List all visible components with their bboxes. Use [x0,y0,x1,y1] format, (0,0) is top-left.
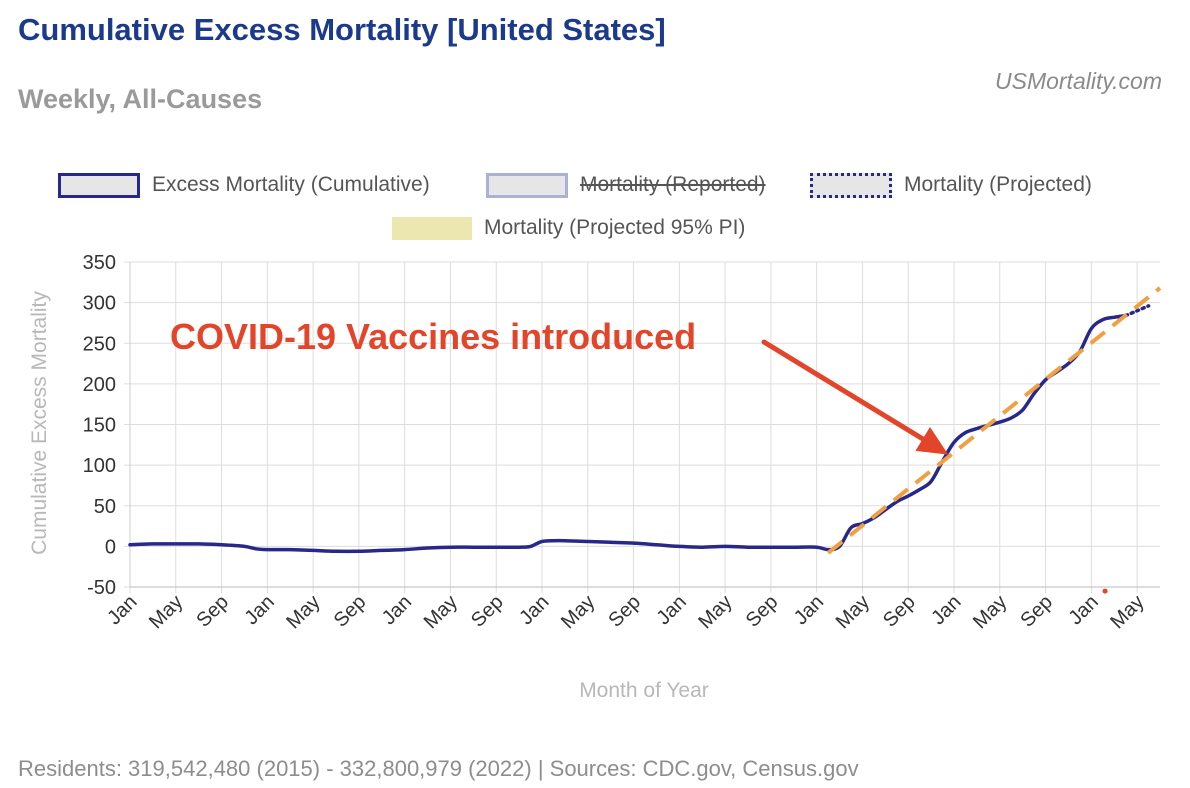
x-tick-label: Jan [927,591,965,629]
chart-title: Cumulative Excess Mortality [United Stat… [18,12,666,47]
brand-watermark: USMortality.com [995,68,1162,94]
x-tick-label: May [1106,591,1148,633]
x-tick-label: Sep [1016,591,1057,632]
legend-swatch-fill [392,216,472,240]
x-tick-label: Sep [604,591,645,632]
grid-lines [124,261,1160,593]
legend-item-cumulative[interactable]: Excess Mortality (Cumulative) [58,170,430,200]
y-tick-label: -50 [87,577,116,599]
legend-swatch-dotted [810,172,892,198]
y-tick-label: 200 [83,374,116,396]
series-line-projected [1123,304,1151,318]
legend-label: Mortality (Projected) [904,173,1092,196]
legend-label: Mortality (Reported) [580,173,766,196]
y-axis-label: Cumulative Excess Mortality [28,291,51,555]
y-tick-label: 350 [83,252,116,274]
legend-item-projected[interactable]: Mortality (Projected) [810,170,1092,200]
y-tick-label: 100 [83,455,116,477]
x-tick-label: May [969,591,1011,633]
series-line-cumulative [128,313,1128,554]
legend-label: Excess Mortality (Cumulative) [152,173,430,196]
x-tick-label: Jan [653,591,691,629]
x-tick-label: Jan [378,591,416,629]
x-tick-label: May [420,591,462,633]
x-tick-label: Sep [192,591,233,632]
annotation-group: COVID-19 Vaccines introduced [170,316,949,455]
legend-swatch-light [486,172,568,198]
x-tick-label: Jan [1065,591,1103,629]
chart-subtitle: Weekly, All-Causes [18,84,263,114]
annotation-arrow [761,339,926,442]
x-tick-label: May [145,591,187,633]
y-tick-label: 50 [94,496,116,518]
y-tick-label: 300 [83,293,116,315]
x-axis-ticks: Jan May Sep Jan May Sep Jan May Sep Jan May Sep Jan M… [103,591,1148,633]
x-tick-label: May [832,591,874,633]
x-tick-label: May [694,591,736,633]
legend-item-reported[interactable]: Mortality (Reported) [486,170,766,200]
annotation-arrowhead [915,427,949,455]
legend-label: Mortality (Projected 95% PI) [484,216,746,239]
y-axis-ticks: -50 0 50 100 150 200 250 300 350 [83,252,116,599]
x-tick-label: Jan [515,591,553,629]
y-tick-label: 0 [105,536,116,558]
x-tick-label: Sep [330,591,371,632]
x-axis-label: Month of Year [579,679,709,702]
stray-point [1102,588,1108,594]
x-tick-label: Jan [241,591,279,629]
x-tick-label: Sep [467,591,508,632]
series-lines [128,286,1162,594]
x-tick-label: Jan [790,591,828,629]
annotation-text: COVID-19 Vaccines introduced [170,316,696,357]
legend-item-projected-pi[interactable]: Mortality (Projected 95% PI) [392,213,745,243]
footer-sources: Residents: 319,542,480 (2015) - 332,800,… [18,756,859,781]
x-tick-label: May [282,591,324,633]
trend-line [826,286,1162,555]
y-tick-label: 150 [83,415,116,437]
x-tick-label: Sep [879,591,920,632]
y-tick-label: 250 [83,333,116,355]
legend-swatch-solid [58,172,140,198]
x-tick-label: Sep [742,591,783,632]
x-tick-label: May [557,591,599,633]
